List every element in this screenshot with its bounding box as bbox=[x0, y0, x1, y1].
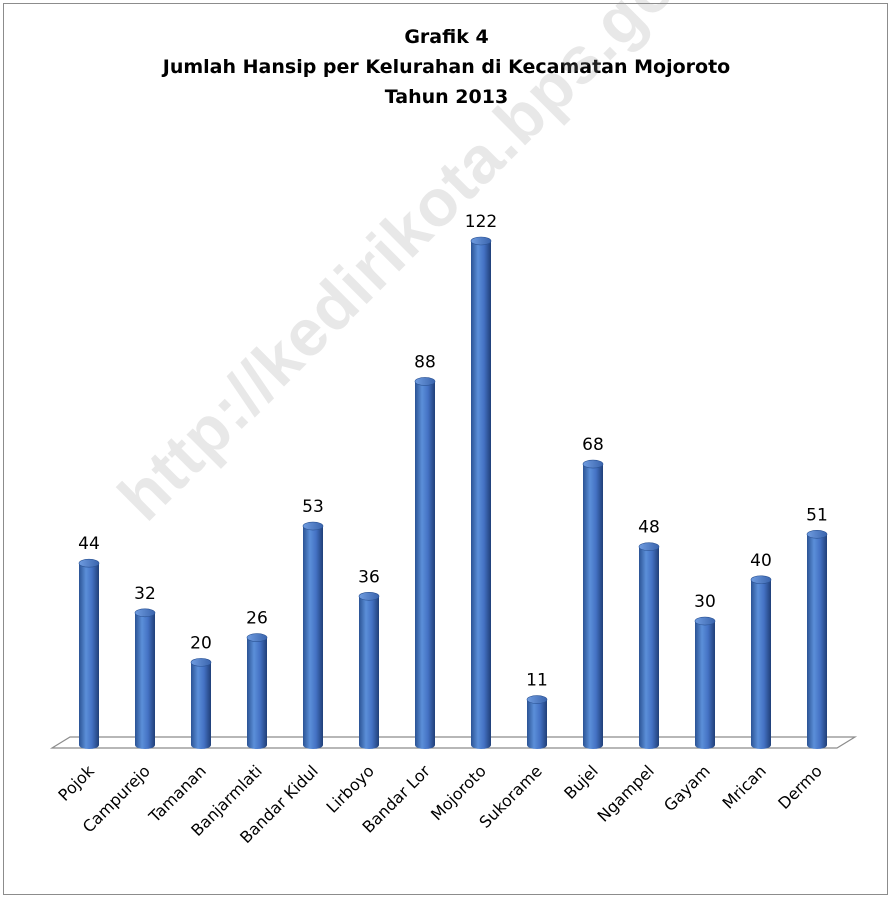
data-label: 68 bbox=[582, 435, 604, 455]
category-label: Dermo bbox=[774, 761, 826, 813]
bars bbox=[78, 236, 828, 749]
category-label: Mrican bbox=[719, 761, 770, 812]
data-label: 51 bbox=[806, 505, 828, 525]
bar-cap bbox=[470, 236, 492, 246]
data-label: 11 bbox=[526, 671, 548, 691]
chart-floor bbox=[49, 736, 858, 749]
bar-cap bbox=[414, 377, 436, 386]
category-label: Pojok bbox=[54, 761, 98, 805]
bar-body bbox=[415, 381, 435, 749]
bar-body bbox=[695, 621, 715, 749]
bar-lirboyo bbox=[358, 591, 380, 749]
bar-bujel bbox=[582, 459, 604, 749]
bar-body bbox=[807, 534, 827, 749]
category-label: Lirboyo bbox=[323, 761, 378, 816]
data-label: 30 bbox=[694, 592, 716, 612]
data-label: 53 bbox=[302, 497, 324, 517]
category-label: Bujel bbox=[560, 761, 602, 803]
data-label: 44 bbox=[78, 534, 100, 554]
bar-cap bbox=[526, 695, 548, 704]
bar-bandar-kidul bbox=[302, 521, 324, 749]
data-label: 88 bbox=[414, 352, 436, 372]
chart-title: Grafik 4 Jumlah Hansip per Kelurahan di … bbox=[0, 22, 893, 112]
bar-body bbox=[191, 662, 211, 749]
bar-cap bbox=[246, 633, 268, 642]
data-label: 48 bbox=[638, 518, 660, 538]
bar-body bbox=[135, 612, 155, 749]
bar-cap bbox=[638, 542, 660, 552]
category-label: Gayam bbox=[660, 761, 714, 815]
bar-body bbox=[303, 526, 323, 749]
bar-sukorame bbox=[526, 695, 548, 749]
chart-title-line-3: Tahun 2013 bbox=[384, 86, 509, 108]
chart-title-line-2: Jumlah Hansip per Kelurahan di Kecamatan… bbox=[162, 56, 731, 78]
bar-bandar-lor bbox=[414, 377, 436, 749]
bar-mrican bbox=[750, 575, 772, 749]
data-label: 20 bbox=[190, 633, 212, 653]
chart-title-line-1: Grafik 4 bbox=[404, 26, 489, 48]
bar-cap bbox=[582, 459, 604, 469]
bar-tamanan bbox=[190, 658, 212, 749]
bar-pojok bbox=[78, 558, 100, 749]
bar-cap bbox=[806, 530, 828, 539]
bar-cap bbox=[358, 591, 380, 601]
bar-cap bbox=[750, 575, 772, 585]
bar-body bbox=[359, 596, 379, 749]
bar-campurejo bbox=[134, 608, 156, 749]
bar-body bbox=[527, 699, 547, 749]
bar-cap bbox=[134, 608, 156, 618]
bar-banjarmlati bbox=[246, 633, 268, 749]
data-labels: 44 32 20 26 53 36 88 122 11 68 48 30 40 51 bbox=[78, 212, 828, 691]
bar-body bbox=[639, 546, 659, 749]
bar-mojoroto bbox=[470, 236, 492, 749]
bar-ngampel bbox=[638, 542, 660, 749]
bar-cap bbox=[694, 616, 716, 626]
bar-gayam bbox=[694, 616, 716, 749]
bar-body bbox=[79, 563, 99, 749]
floor-plane bbox=[49, 736, 858, 749]
bar-cap bbox=[302, 521, 324, 531]
data-label: 32 bbox=[134, 584, 156, 604]
bar-body bbox=[247, 637, 267, 749]
bar-cap bbox=[190, 658, 212, 667]
bar-dermo bbox=[806, 530, 828, 749]
data-label: 40 bbox=[750, 551, 772, 571]
bar-body bbox=[471, 241, 491, 749]
category-label: Ngampel bbox=[594, 761, 658, 825]
data-label: 36 bbox=[358, 567, 380, 587]
bar-cap bbox=[78, 558, 100, 568]
bar-body bbox=[751, 579, 771, 749]
data-label: 26 bbox=[246, 609, 268, 629]
data-label: 122 bbox=[465, 212, 497, 232]
bar-body bbox=[583, 464, 603, 749]
